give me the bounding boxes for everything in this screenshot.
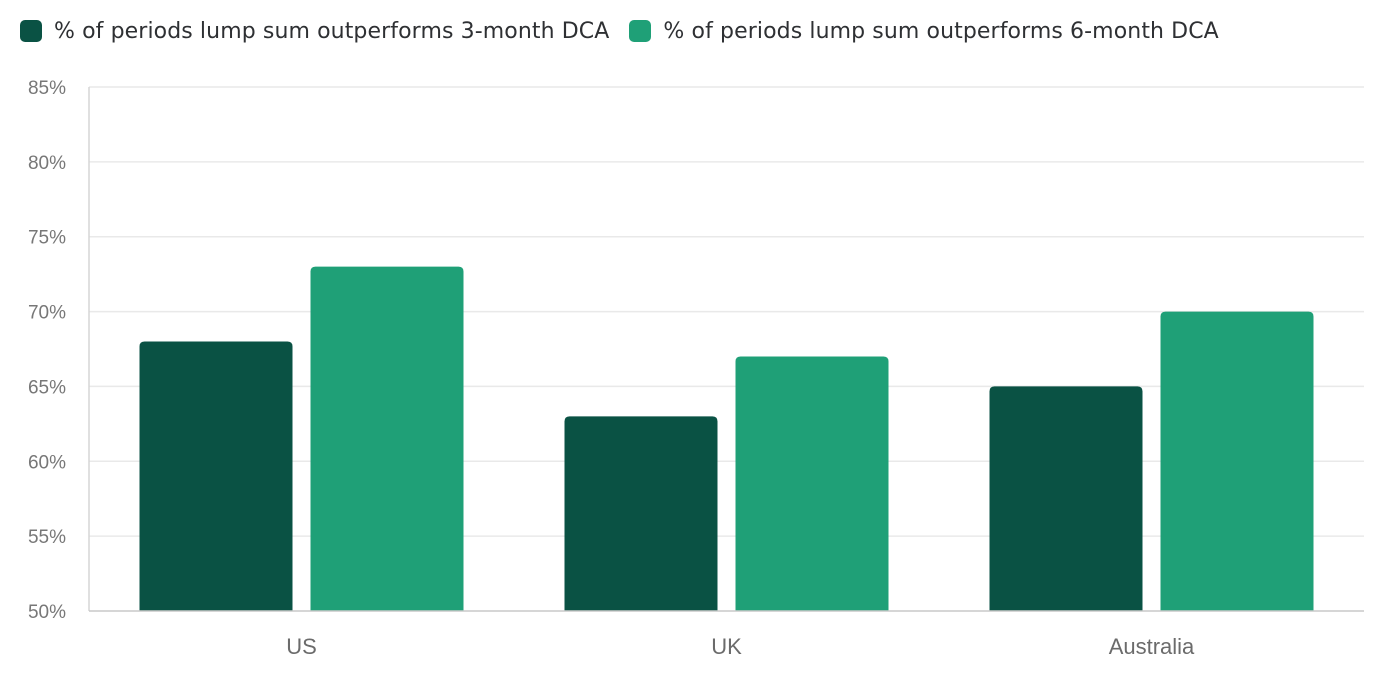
bars xyxy=(139,266,1314,611)
bar-us-series-2[interactable] xyxy=(310,266,464,611)
x-category-label: UK xyxy=(711,634,742,659)
y-tick-label: 80% xyxy=(28,153,66,174)
y-tick-label: 55% xyxy=(28,527,66,548)
legend-swatch-3-month xyxy=(20,20,42,42)
legend-item-6-month[interactable]: % of periods lump sum outperforms 6-mont… xyxy=(629,18,1219,44)
legend-label-3-month: % of periods lump sum outperforms 3-mont… xyxy=(54,18,610,44)
legend-label-6-month: % of periods lump sum outperforms 6-mont… xyxy=(663,18,1219,44)
x-category-label: US xyxy=(286,634,317,659)
y-tick-label: 50% xyxy=(28,602,66,623)
bar-us-series-1[interactable] xyxy=(139,341,293,611)
y-tick-label: 65% xyxy=(28,377,66,398)
x-category-label: Australia xyxy=(1109,634,1195,659)
legend-swatch-6-month xyxy=(629,20,652,42)
y-tick-label: 85% xyxy=(28,78,66,99)
x-axis-ticks: US UK Australia xyxy=(286,634,1195,659)
bar-uk-series-2[interactable] xyxy=(735,356,889,611)
gridlines xyxy=(89,86,1364,537)
y-axis-ticks: 50% 55% 60% 65% 70% 75% 80% 85% xyxy=(28,78,66,623)
chart-legend: % of periods lump sum outperforms 3-mont… xyxy=(20,14,1219,48)
legend-item-3-month[interactable]: % of periods lump sum outperforms 3-mont… xyxy=(20,19,609,44)
bar-australia-series-2[interactable] xyxy=(1160,311,1314,611)
y-tick-label: 75% xyxy=(28,228,66,249)
bar-australia-series-1[interactable] xyxy=(989,386,1143,611)
y-tick-label: 70% xyxy=(28,303,66,324)
bar-uk-series-1[interactable] xyxy=(564,416,718,611)
y-tick-label: 60% xyxy=(28,452,66,473)
axes xyxy=(88,87,1364,612)
